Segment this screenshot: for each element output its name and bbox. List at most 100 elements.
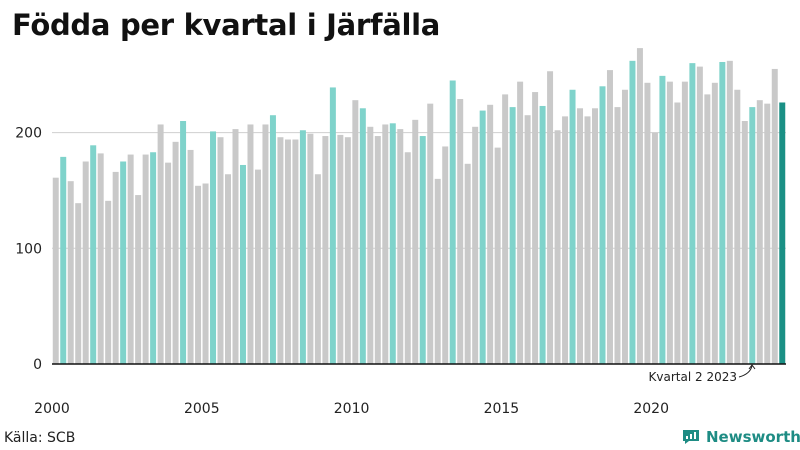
bar <box>180 121 187 364</box>
bar <box>749 107 756 365</box>
bar <box>517 81 524 364</box>
bar <box>592 108 598 365</box>
brand-name: Newsworthy <box>706 428 800 446</box>
bar <box>577 108 584 365</box>
bar <box>479 110 486 364</box>
bar <box>487 104 494 365</box>
bar <box>606 70 613 364</box>
bar <box>82 161 89 364</box>
bar <box>704 94 711 364</box>
bar <box>457 99 464 364</box>
bar <box>719 61 726 365</box>
bar <box>322 136 329 364</box>
bar <box>269 115 276 365</box>
x-tick-label: 2015 <box>484 401 520 417</box>
bar <box>547 71 554 365</box>
bar <box>67 181 74 364</box>
newsworthy-icon <box>683 430 699 444</box>
bar <box>666 81 673 364</box>
bars <box>52 48 786 365</box>
bar <box>225 174 231 364</box>
bar <box>217 137 224 364</box>
bar <box>172 141 179 364</box>
bar <box>262 124 269 364</box>
bar <box>292 139 299 364</box>
bar <box>734 89 741 364</box>
x-tick-labels: 2000 2005 2010 2015 2020 <box>34 401 669 417</box>
x-tick-label: 2020 <box>633 401 669 417</box>
bar <box>60 156 67 364</box>
bar <box>232 129 239 364</box>
x-tick-label: 2010 <box>334 401 370 417</box>
bar <box>307 133 314 364</box>
bar <box>90 145 97 364</box>
bar <box>389 123 396 364</box>
bar <box>741 121 748 364</box>
y-tick-labels: 0 100 200 <box>15 126 42 373</box>
bar <box>681 81 688 364</box>
x-tick-label: 2005 <box>184 401 220 417</box>
annotation-arrowhead <box>748 364 756 370</box>
y-tick-label: 100 <box>15 241 42 257</box>
bar <box>756 100 763 365</box>
x-tick-label: 2000 <box>34 401 70 417</box>
bar <box>651 132 658 364</box>
y-tick-label: 200 <box>15 126 42 142</box>
newsworthy-logo[interactable]: Newsworthy <box>682 428 800 446</box>
bar <box>112 171 119 364</box>
bar <box>472 126 479 364</box>
bar <box>539 105 546 365</box>
bar <box>75 203 82 364</box>
bar <box>195 185 202 364</box>
bar <box>337 134 344 364</box>
bar <box>314 174 321 364</box>
bar <box>367 126 374 364</box>
bar <box>135 195 142 364</box>
bar <box>427 103 434 364</box>
bar <box>771 68 778 365</box>
bar <box>711 82 718 364</box>
bar <box>210 131 217 364</box>
bar <box>120 161 127 364</box>
bar <box>254 169 261 364</box>
y-tick-label: 0 <box>33 357 42 373</box>
bar <box>187 149 194 364</box>
bar <box>584 116 591 365</box>
bar <box>247 124 254 364</box>
source-label: Källa: SCB <box>4 430 76 446</box>
bar <box>509 107 516 365</box>
bar <box>412 119 419 364</box>
bar <box>97 153 104 364</box>
bar <box>644 82 651 364</box>
bar <box>202 183 209 364</box>
bar <box>569 89 576 364</box>
bar <box>464 163 471 364</box>
bar <box>614 107 621 365</box>
annotation-arrow <box>738 365 753 378</box>
bar <box>150 152 157 364</box>
chart-title: Födda per kvartal i Järfälla <box>12 8 441 42</box>
bar <box>157 124 164 364</box>
bar <box>299 130 306 364</box>
bar <box>277 137 284 364</box>
bar <box>165 162 172 364</box>
bar <box>382 124 389 364</box>
bar <box>779 102 786 365</box>
bar <box>562 116 569 365</box>
bar <box>532 92 539 364</box>
bar <box>494 147 501 364</box>
bar <box>397 129 404 364</box>
bar <box>764 103 771 364</box>
bar <box>344 137 351 364</box>
bar <box>689 63 696 364</box>
bar <box>374 136 381 364</box>
bar <box>524 115 531 365</box>
bar <box>419 136 426 364</box>
bar <box>629 60 636 364</box>
bar <box>674 102 681 365</box>
bar <box>502 94 509 364</box>
bar <box>621 89 628 364</box>
bar <box>284 139 291 364</box>
bar <box>404 152 411 364</box>
